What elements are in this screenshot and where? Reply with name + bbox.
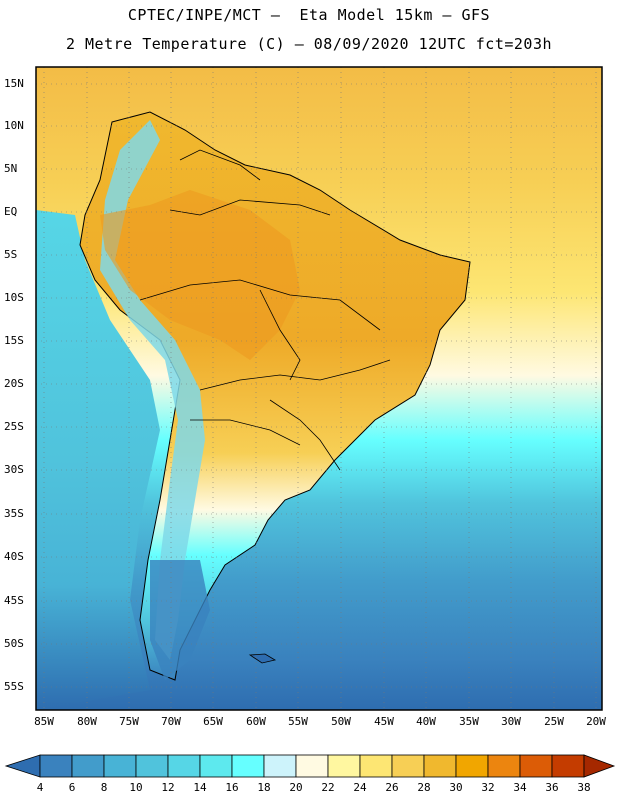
colorbar-box — [71, 754, 105, 778]
colorbar-label: 20 — [289, 781, 303, 794]
colorbar-label: 18 — [257, 781, 271, 794]
colorbar-label: 38 — [577, 781, 591, 794]
colorbar-box — [519, 754, 553, 778]
interior-hot-area — [100, 190, 300, 360]
lat-label: 5S — [4, 248, 18, 261]
falkland-islands — [248, 653, 277, 664]
colorbar-label: 32 — [481, 781, 495, 794]
lon-label: 75W — [119, 715, 139, 728]
country-borders — [139, 149, 391, 471]
lat-label: 15S — [4, 334, 24, 347]
colorbar-box — [455, 754, 489, 778]
colorbar-box — [135, 754, 169, 778]
patagonia-cold-area — [150, 560, 210, 680]
lat-label: 5N — [4, 162, 18, 175]
lat-label: EQ — [4, 205, 18, 218]
lat-lon-grid — [36, 67, 602, 710]
colorbar-box — [167, 754, 201, 778]
colorbar-box — [487, 754, 521, 778]
lon-label: 40W — [416, 715, 436, 728]
colorbar-box — [39, 754, 73, 778]
lat-label: 55S — [4, 680, 24, 693]
lon-label: 60W — [246, 715, 266, 728]
colorbar-label: 30 — [449, 781, 463, 794]
colorbar-box — [391, 754, 425, 778]
colorbar-box — [199, 754, 233, 778]
lon-label: 65W — [203, 715, 223, 728]
colorbar-box — [359, 754, 393, 778]
colorbar-label: 4 — [36, 781, 44, 794]
lon-label: 70W — [161, 715, 181, 728]
lat-label: 25S — [4, 420, 24, 433]
lat-label: 10S — [4, 291, 24, 304]
colorbar-label: 8 — [100, 781, 108, 794]
lat-label: 45S — [4, 594, 24, 607]
lon-label: 50W — [331, 715, 351, 728]
lon-label: 20W — [586, 715, 606, 728]
colorbar-label: 16 — [225, 781, 239, 794]
lon-label: 25W — [544, 715, 564, 728]
colorbar-box — [263, 754, 297, 778]
lon-label: 85W — [34, 715, 54, 728]
colorbar-arrow-right — [583, 754, 616, 778]
colorbar-label: 26 — [385, 781, 399, 794]
lat-label: 50S — [4, 637, 24, 650]
lat-label: 30S — [4, 463, 24, 476]
lat-label: 20S — [4, 377, 24, 390]
colorbar-box — [551, 754, 585, 778]
pacific-ocean — [36, 210, 160, 710]
colorbar-label: 10 — [129, 781, 143, 794]
colorbar — [4, 754, 616, 778]
lon-label: 30W — [501, 715, 521, 728]
lat-label: 15N — [4, 77, 24, 90]
map-frame — [35, 66, 603, 711]
lon-label: 80W — [77, 715, 97, 728]
lon-label: 35W — [459, 715, 479, 728]
colorbar-label: 14 — [193, 781, 207, 794]
colorbar-label: 28 — [417, 781, 431, 794]
chart-title-line2: 2 Metre Temperature (C) – 08/09/2020 12U… — [65, 35, 553, 53]
colorbar-arrow-left — [4, 754, 41, 778]
colorbar-box — [231, 754, 265, 778]
colorbar-label: 22 — [321, 781, 335, 794]
colorbar-label: 36 — [545, 781, 559, 794]
andes-cool-band — [100, 120, 205, 660]
lon-label: 45W — [374, 715, 394, 728]
colorbar-box — [295, 754, 329, 778]
lat-label: 40S — [4, 550, 24, 563]
colorbar-label: 24 — [353, 781, 367, 794]
colorbar-label: 34 — [513, 781, 527, 794]
colorbar-label: 12 — [161, 781, 175, 794]
colorbar-box — [103, 754, 137, 778]
lat-label: 35S — [4, 507, 24, 520]
colorbar-box — [327, 754, 361, 778]
lat-label: 10N — [4, 119, 24, 132]
lon-label: 55W — [288, 715, 308, 728]
chart-title-line1: CPTEC/INPE/MCT – Eta Model 15km – GFS — [127, 6, 491, 24]
colorbar-box — [423, 754, 457, 778]
colorbar-label: 6 — [68, 781, 76, 794]
